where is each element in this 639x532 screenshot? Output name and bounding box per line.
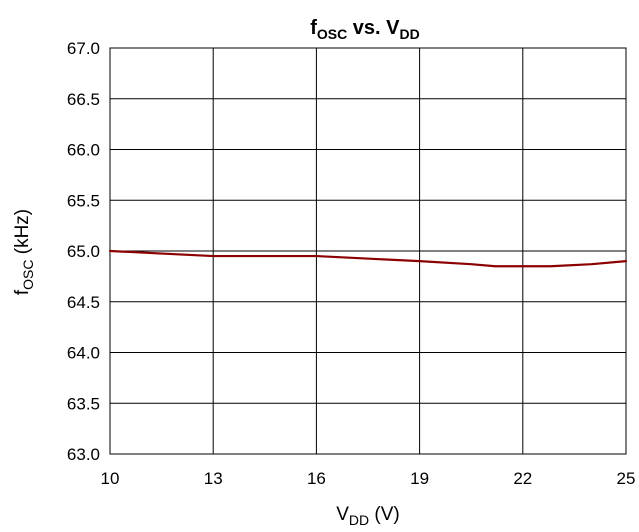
y-tick-label: 65.0 (67, 242, 100, 261)
series-line-fosc (108, 249, 628, 268)
y-tick-label: 66.5 (67, 90, 100, 109)
y-tick-label: 63.5 (67, 394, 100, 413)
x-tick-label: 10 (101, 469, 120, 488)
x-tick-label: 13 (204, 469, 223, 488)
y-tick-label: 63.0 (67, 445, 100, 464)
y-axis-label: fOSC (kHz) (12, 209, 36, 295)
x-axis-label: VDD (V) (336, 504, 400, 528)
y-tick-label: 64.0 (67, 344, 100, 363)
x-tick-label: 22 (513, 469, 532, 488)
x-tick-label: 16 (307, 469, 326, 488)
x-axis-tick-labels: 10 13 16 19 22 25 (101, 469, 636, 488)
x-tick-label: 19 (410, 469, 429, 488)
y-axis-tick-labels: 63.0 63.5 64.0 64.5 65.0 65.5 66.0 66.5 67.0 (67, 39, 100, 464)
chart-title: fOSC vs. VDD (310, 17, 420, 42)
y-tick-label: 66.0 (67, 141, 100, 160)
series-layer (108, 249, 628, 268)
y-tick-label: 67.0 (67, 39, 100, 58)
y-tick-label: 65.5 (67, 191, 100, 210)
x-tick-label: 25 (617, 469, 636, 488)
y-tick-label: 64.5 (67, 293, 100, 312)
